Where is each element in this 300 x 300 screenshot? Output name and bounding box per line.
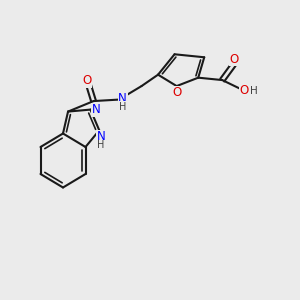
Text: O: O — [230, 52, 239, 66]
Text: N: N — [96, 130, 105, 143]
Text: O: O — [82, 74, 92, 87]
Text: H: H — [97, 140, 104, 150]
Text: O: O — [172, 86, 181, 99]
Text: N: N — [92, 103, 100, 116]
Text: N: N — [118, 92, 127, 105]
Text: O: O — [240, 84, 249, 97]
Text: H: H — [250, 85, 258, 96]
Text: H: H — [119, 102, 126, 112]
